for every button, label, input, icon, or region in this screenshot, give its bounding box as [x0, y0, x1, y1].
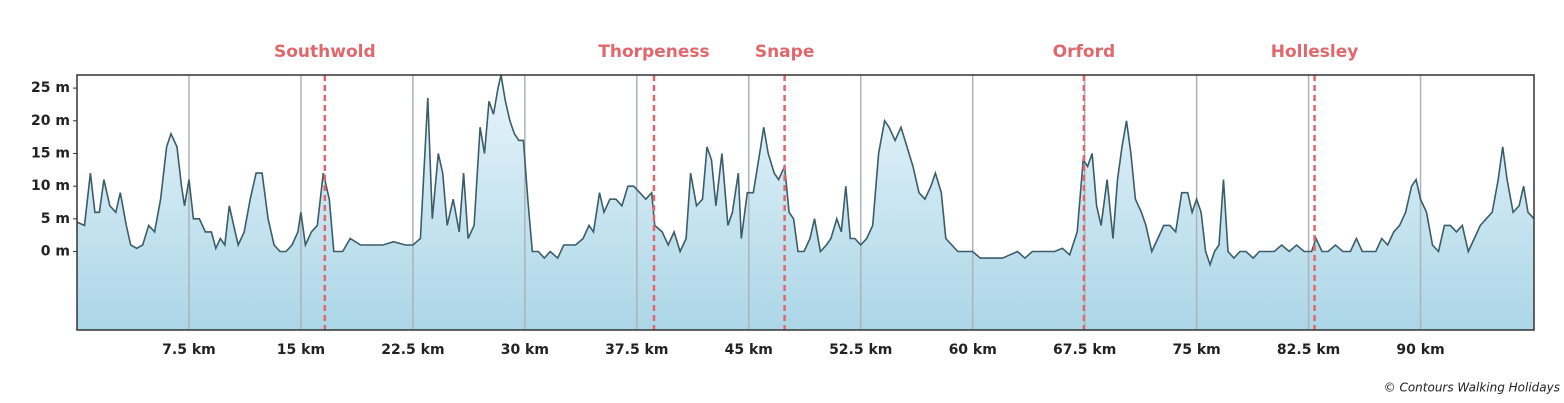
x-tick-label: 60 km	[949, 342, 997, 358]
y-tick-label: 0 m	[41, 244, 70, 260]
credit: © Contours Walking Holidays	[1384, 381, 1560, 395]
x-tick-label: 22.5 km	[381, 342, 444, 358]
x-tick-label: 75 km	[1172, 342, 1220, 358]
plot-frame	[76, 74, 1535, 331]
town-label: Thorpeness	[598, 42, 709, 62]
x-tick-label: 90 km	[1396, 342, 1444, 358]
y-tick-label: 15 m	[31, 145, 70, 161]
x-tick-label: 45 km	[725, 342, 773, 358]
town-label: Snape	[755, 42, 815, 62]
x-tick-label: 67.5 km	[1053, 342, 1116, 358]
x-tick-label: 37.5 km	[605, 342, 668, 358]
y-tick-label: 5 m	[41, 211, 70, 227]
y-tick-label: 20 m	[31, 113, 70, 129]
elevation-line	[76, 74, 1535, 268]
x-tick-label: 82.5 km	[1277, 342, 1340, 358]
town-label: Southwold	[274, 42, 376, 62]
town-label: Orford	[1053, 42, 1115, 62]
y-tick-label: 10 m	[31, 178, 70, 194]
elevation-area	[77, 75, 1534, 330]
x-tick-label: 30 km	[501, 342, 549, 358]
x-tick-label: 7.5 km	[162, 342, 216, 358]
x-tick-label: 52.5 km	[829, 342, 892, 358]
town-label: Hollesley	[1271, 42, 1359, 62]
y-tick-label: 25 m	[31, 80, 70, 96]
x-tick-label: 15 km	[277, 342, 325, 358]
